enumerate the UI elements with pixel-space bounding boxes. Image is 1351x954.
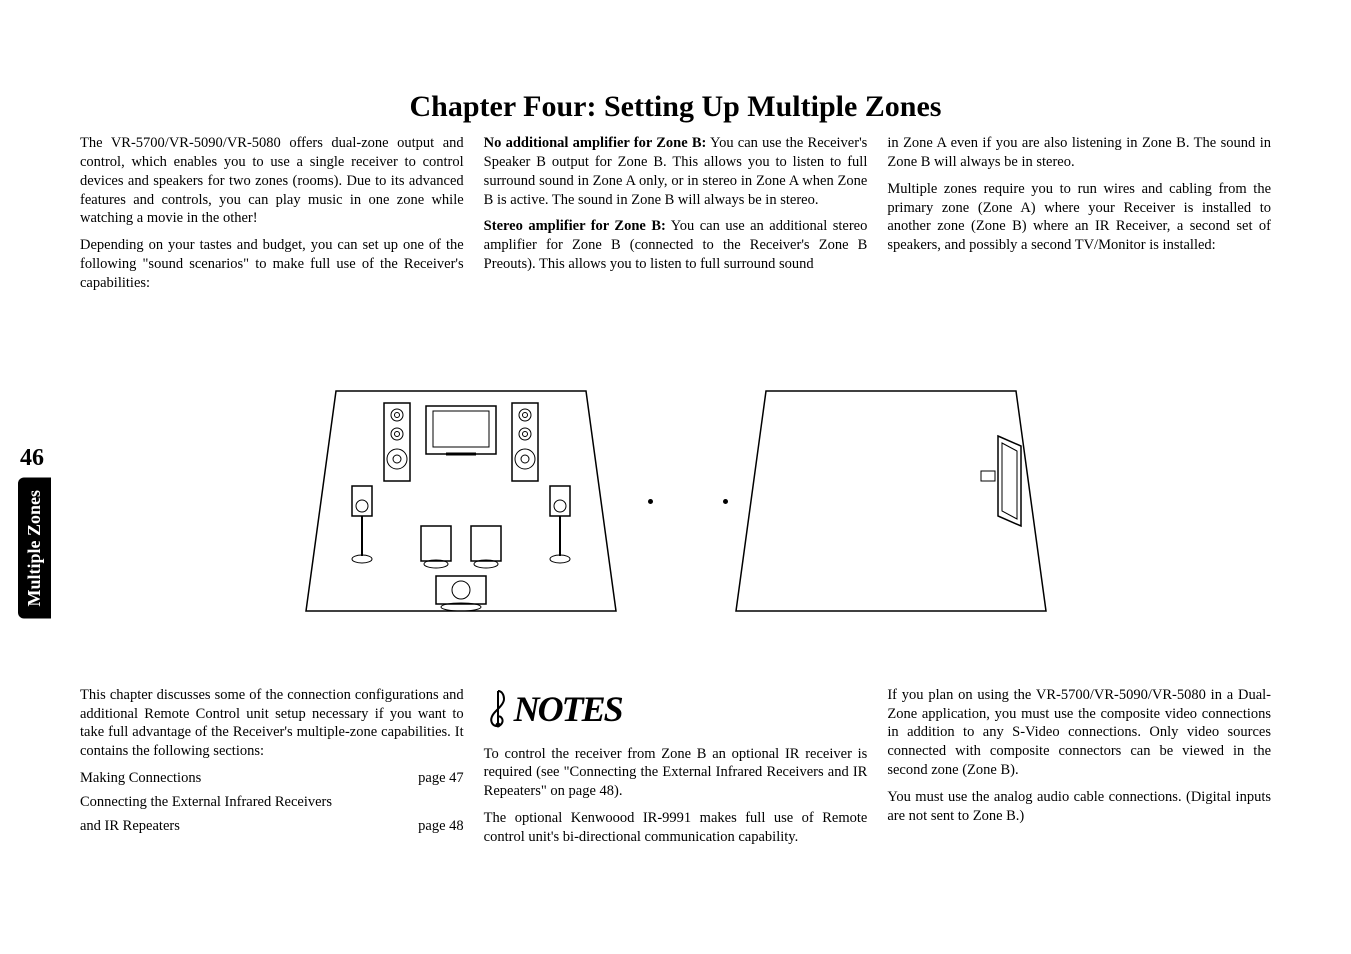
bottom-col-3: If you plan on using the VR-5700/VR-5090…: [887, 686, 1271, 855]
chapter-title: Chapter Four: Setting Up Multiple Zones: [0, 0, 1351, 134]
intro-col-2: No additional amplifier for Zone B: You …: [484, 134, 868, 301]
intro-p6: Multiple zones require you to run wires …: [887, 180, 1271, 255]
bottom-p4: If you plan on using the VR-5700/VR-5090…: [887, 686, 1271, 780]
intro-p3: No additional amplifier for Zone B: You …: [484, 134, 868, 209]
toc-label: and IR Repeaters: [80, 817, 180, 836]
dot: [723, 499, 728, 504]
room-b-diagram: [726, 361, 1056, 621]
intro-p2: Depending on your tastes and budget, you…: [80, 236, 464, 293]
toc-row: and IR Repeaters page 48: [80, 817, 464, 836]
bottom-p3: The optional Kenwoood IR-9991 makes full…: [484, 809, 868, 847]
bottom-columns: This chapter discusses some of the conne…: [0, 661, 1351, 855]
connection-dots: [648, 499, 728, 504]
intro-p1: The VR-5700/VR-5090/VR-5080 offers dual-…: [80, 134, 464, 228]
toc-page: page 47: [418, 769, 464, 788]
intro-p4: Stereo amplifier for Zone B: You can use…: [484, 217, 868, 274]
notes-text: NOTES: [514, 686, 622, 733]
toc-label: Connecting the External Infrared Receive…: [80, 793, 332, 812]
bottom-col-2: NOTES To control the receiver from Zone …: [484, 686, 868, 855]
toc-page: page 48: [418, 817, 464, 836]
bottom-p5: You must use the analog audio cable conn…: [887, 788, 1271, 826]
intro-columns: The VR-5700/VR-5090/VR-5080 offers dual-…: [0, 134, 1351, 301]
bottom-col-1: This chapter discusses some of the conne…: [80, 686, 464, 855]
room-a-diagram: [296, 361, 626, 621]
intro-p5: in Zone A even if you are also listening…: [887, 134, 1271, 172]
bottom-p2: To control the receiver from Zone B an o…: [484, 745, 868, 802]
intro-col-3: in Zone A even if you are also listening…: [887, 134, 1271, 301]
diagram-area: [0, 301, 1351, 661]
toc-label: Making Connections: [80, 769, 201, 788]
lead-no-amp: No additional amplifier for Zone B:: [484, 135, 707, 151]
notes-icon: NOTES: [484, 686, 868, 733]
bottom-p1: This chapter discusses some of the conne…: [80, 686, 464, 761]
toc-row: Connecting the External Infrared Receive…: [80, 793, 464, 812]
toc-row: Making Connections page 47: [80, 769, 464, 788]
treble-clef-icon: [484, 689, 512, 729]
intro-col-1: The VR-5700/VR-5090/VR-5080 offers dual-…: [80, 134, 464, 301]
lead-stereo-amp: Stereo amplifier for Zone B:: [484, 218, 666, 234]
dot: [648, 499, 653, 504]
